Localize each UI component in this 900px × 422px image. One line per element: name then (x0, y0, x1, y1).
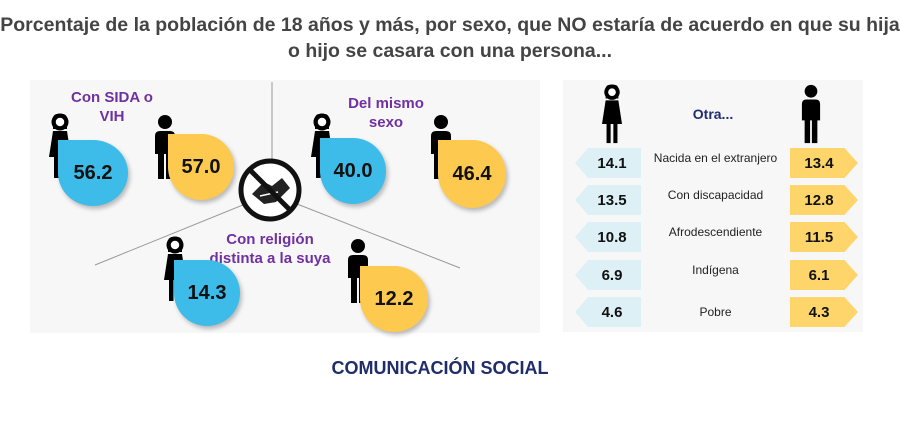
category-label-religion: Con religión distinta a la suya (209, 231, 331, 267)
no-handshake-icon (238, 158, 302, 222)
otra-row: 6.9 Indígena 6.1 (563, 260, 863, 290)
otra-row: 13.5 Con discapacidad 12.8 (563, 185, 863, 215)
value-mujer: 10.8 (575, 222, 641, 252)
otra-panel: Otra... 14.1 Nacida en el extranjero 13.4 … (563, 80, 863, 332)
category-label-mismo-sexo: Del mismo sexo (348, 95, 424, 131)
main-infographic: Con SIDA o VIH 56.2 57.0 Del mismo sexo … (30, 80, 540, 333)
page-title: Porcentaje de la población de 18 años y … (0, 14, 900, 62)
value-hombre: 6.1 (790, 260, 858, 290)
otra-row: 4.6 Pobre 4.3 (563, 297, 863, 327)
value-mujer: 14.1 (575, 148, 641, 178)
value-hombre-religion: 12.2 (360, 266, 428, 332)
footer-text: COMUNICACIÓN SOCIAL (331, 358, 549, 378)
value-mujer: 13.5 (575, 185, 641, 215)
value-hombre: 11.5 (790, 222, 858, 252)
value-hombre: 13.4 (790, 148, 858, 178)
value-mujer: 4.6 (575, 297, 641, 327)
value-mujer-religion: 14.3 (174, 260, 240, 326)
otra-row: 14.1 Nacida en el extranjero 13.4 (563, 148, 863, 178)
man-icon (799, 84, 823, 144)
value-mujer: 6.9 (575, 260, 641, 290)
value-mujer-sida: 56.2 (58, 140, 128, 206)
row-label: Afrodescendiente (668, 225, 763, 239)
row-label: Con discapacidad (667, 188, 764, 202)
row-label: Nacida en el extranjero (653, 151, 778, 165)
value-hombre: 12.8 (790, 185, 858, 215)
woman-icon (601, 84, 623, 144)
value-hombre-mismo-sexo: 46.4 (438, 140, 506, 208)
category-label-sida: Con SIDA o VIH (71, 89, 153, 125)
otra-title: Otra... (692, 106, 734, 122)
value-mujer-mismo-sexo: 40.0 (320, 138, 386, 204)
value-hombre: 4.3 (790, 297, 858, 327)
otra-row: 10.8 Afrodescendiente 11.5 (563, 222, 863, 252)
row-label: Indígena (692, 263, 739, 277)
value-hombre-sida: 57.0 (168, 134, 234, 200)
row-label: Pobre (699, 305, 732, 319)
